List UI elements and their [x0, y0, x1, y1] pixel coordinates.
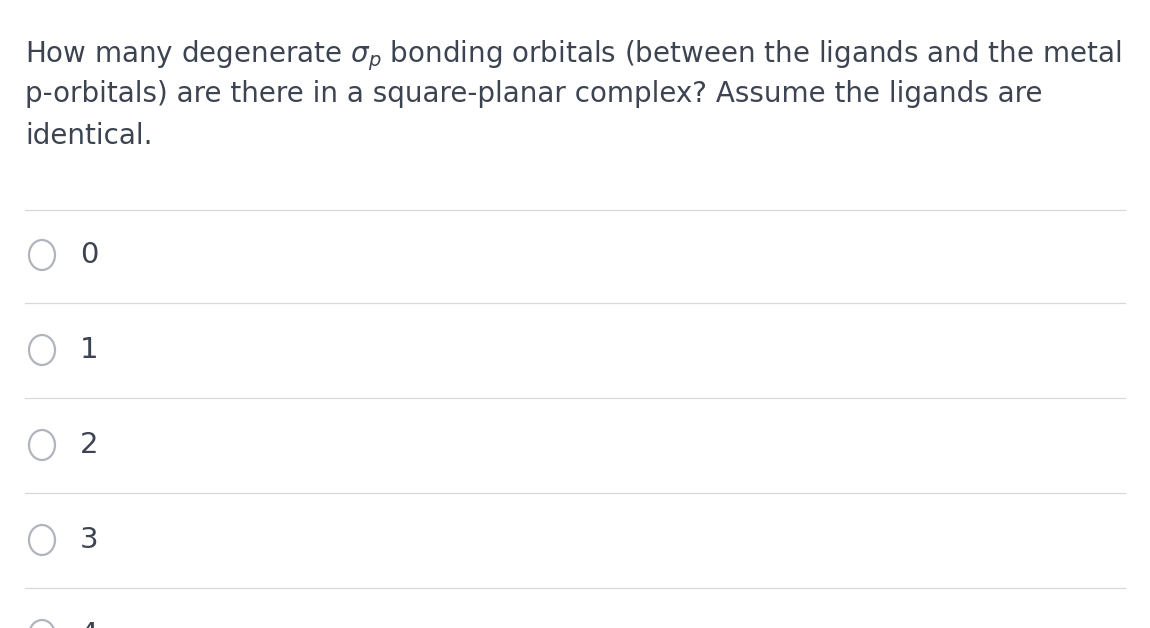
- Text: 4: 4: [81, 621, 99, 628]
- Text: 2: 2: [81, 431, 99, 459]
- Text: 3: 3: [81, 526, 99, 554]
- Text: p-orbitals) are there in a square-planar complex? Assume the ligands are: p-orbitals) are there in a square-planar…: [25, 80, 1043, 108]
- Text: 0: 0: [81, 241, 99, 269]
- Text: How many degenerate $\sigma_p$ bonding orbitals (between the ligands and the met: How many degenerate $\sigma_p$ bonding o…: [25, 38, 1121, 73]
- Text: identical.: identical.: [25, 122, 153, 150]
- Text: 1: 1: [81, 336, 99, 364]
